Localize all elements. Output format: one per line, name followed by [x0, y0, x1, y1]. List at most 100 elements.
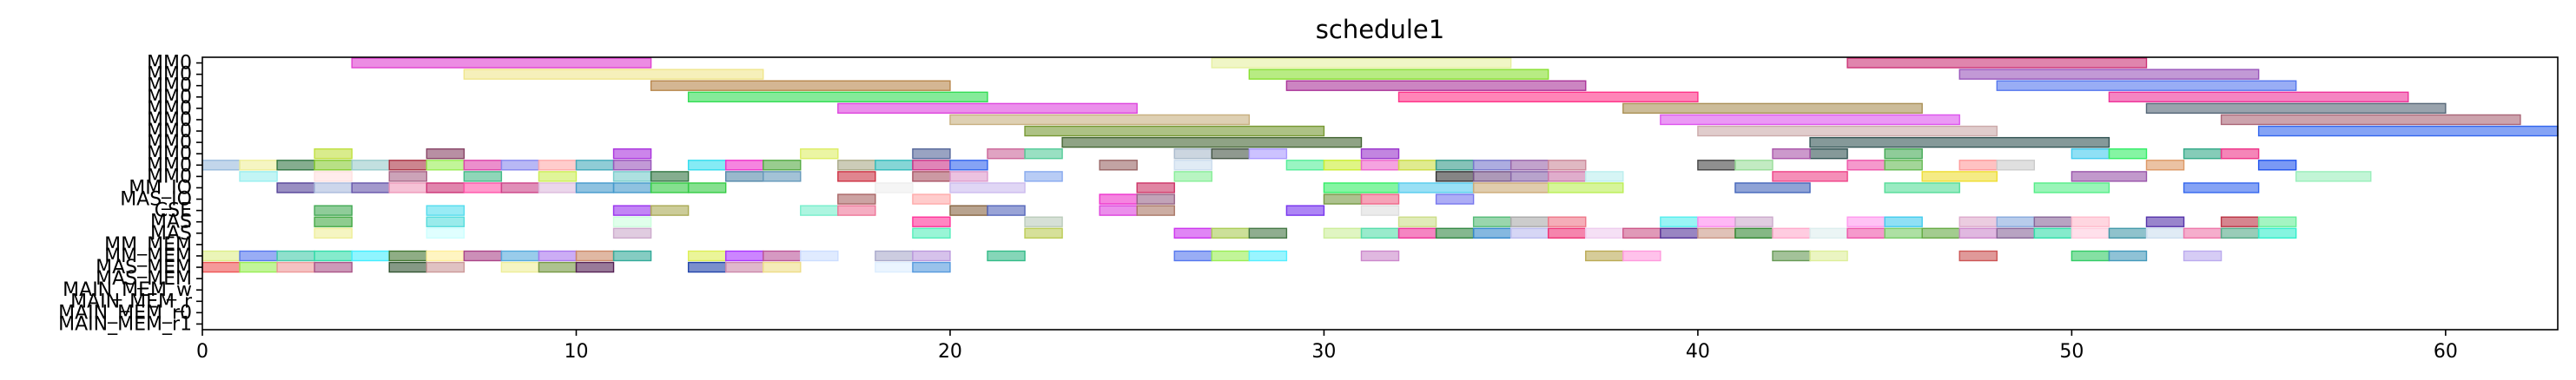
- task-bar: [1211, 57, 1512, 69]
- task-bar: [1323, 227, 1363, 239]
- task-bar: [1173, 250, 1212, 262]
- task-bar: [2220, 148, 2260, 160]
- task-bar: [314, 160, 353, 171]
- task-bar: [1435, 193, 1475, 205]
- plot-frame: [201, 56, 2559, 331]
- y-tick-label: MM0: [147, 64, 192, 86]
- task-bar: [912, 160, 951, 171]
- task-bar: [837, 171, 876, 182]
- y-tick-label: MAS_MEM: [96, 257, 192, 278]
- task-bar: [1248, 250, 1288, 262]
- task-bar: [2071, 250, 2110, 262]
- task-bar: [912, 261, 951, 273]
- task-bar: [276, 160, 315, 171]
- task-bar: [1697, 160, 1736, 171]
- task-bar: [1472, 160, 1512, 171]
- task-bar: [1996, 160, 2036, 171]
- task-bar: [1099, 160, 1138, 171]
- task-bar: [650, 80, 951, 91]
- task-bar: [2257, 160, 2297, 171]
- task-bar: [875, 182, 914, 193]
- task-bar: [1846, 160, 1886, 171]
- task-bar: [1884, 160, 1923, 171]
- task-bar: [201, 250, 241, 262]
- task-bar: [426, 182, 466, 193]
- task-bar: [463, 160, 503, 171]
- task-bar: [463, 69, 764, 80]
- task-bar: [1996, 227, 2036, 239]
- task-bar: [1884, 216, 1923, 227]
- task-bar: [800, 148, 839, 160]
- task-bar: [1585, 171, 1624, 182]
- task-bar: [1024, 125, 1325, 137]
- task-bar: [612, 250, 652, 262]
- task-bar: [1173, 227, 1212, 239]
- task-bar: [1884, 227, 1923, 239]
- task-bar: [1548, 182, 1624, 193]
- task-bar: [388, 250, 427, 262]
- task-bar: [987, 205, 1026, 216]
- task-bar: [351, 182, 390, 193]
- task-bar: [1958, 250, 1998, 262]
- task-bar: [724, 261, 764, 273]
- task-bar: [1024, 171, 1063, 182]
- task-bar: [2183, 250, 2223, 262]
- x-tick-label: 10: [564, 341, 588, 363]
- task-bar: [724, 171, 764, 182]
- task-bar: [875, 261, 914, 273]
- task-bar: [463, 182, 503, 193]
- task-bar: [2220, 216, 2260, 227]
- task-bar: [1173, 160, 1212, 171]
- task-bar: [1360, 227, 1400, 239]
- task-bar: [1472, 171, 1512, 182]
- task-bar: [239, 160, 278, 171]
- task-bar: [2220, 227, 2260, 239]
- task-bar: [1360, 193, 1400, 205]
- task-bar: [2257, 227, 2297, 239]
- task-bar: [1697, 216, 1736, 227]
- task-bar: [500, 160, 540, 171]
- task-bar: [724, 160, 764, 171]
- task-bar: [1397, 182, 1475, 193]
- x-tick-label: 60: [2434, 341, 2458, 363]
- task-bar: [612, 227, 652, 239]
- task-bar: [1509, 160, 1549, 171]
- task-bar: [837, 102, 1138, 115]
- task-bar: [538, 250, 578, 262]
- task-bar: [276, 182, 315, 193]
- task-bar: [1173, 171, 1212, 182]
- task-bar: [987, 250, 1026, 262]
- task-bar: [1772, 250, 1811, 262]
- y-tick-label: MAIN_MEM_w: [63, 279, 192, 301]
- task-bar: [1472, 182, 1549, 193]
- task-bar: [875, 250, 914, 262]
- task-bar: [1285, 205, 1325, 216]
- task-bar: [1884, 182, 1960, 193]
- y-tick-label: MM0: [147, 166, 192, 187]
- task-bar: [763, 171, 802, 182]
- task-bar: [351, 250, 390, 262]
- y-tick-label: MM_MEM: [104, 234, 192, 256]
- task-bar: [1435, 171, 1475, 182]
- task-bar: [1099, 205, 1138, 216]
- task-bar: [875, 160, 914, 171]
- task-bar: [1472, 216, 1512, 227]
- task-bar: [1734, 160, 1773, 171]
- task-bar: [1548, 171, 1587, 182]
- task-bar: [1360, 160, 1400, 171]
- task-bar: [1248, 148, 1288, 160]
- y-tick-label: MM0: [147, 154, 192, 176]
- task-bar: [575, 261, 615, 273]
- task-bar: [1846, 216, 1886, 227]
- task-bar: [426, 148, 466, 160]
- task-bar: [987, 148, 1026, 160]
- task-bar: [1958, 216, 1998, 227]
- task-bar: [2108, 148, 2148, 160]
- y-tick-label: MM0: [147, 109, 192, 131]
- task-bar: [1024, 216, 1063, 227]
- y-tick-label: MM0: [147, 143, 192, 165]
- task-bar: [1136, 205, 1175, 216]
- task-bar: [1996, 216, 2036, 227]
- task-bar: [687, 250, 727, 262]
